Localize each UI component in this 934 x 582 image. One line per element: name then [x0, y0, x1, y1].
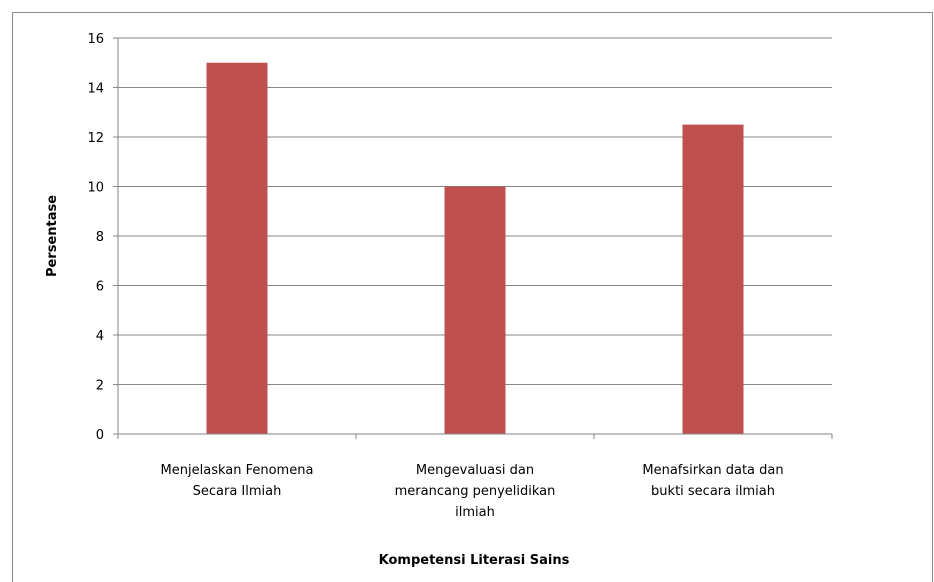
y-tick-label: 10	[87, 181, 104, 196]
category-labels: Menjelaskan Fenomena Secara Ilmiah Mengeva…	[161, 463, 784, 520]
axes	[113, 37, 833, 439]
bar-chart: 0 2 4 6 8 10 12 14 16 Menjelaskan Fenomena Secara…	[45, 32, 833, 568]
bars	[206, 62, 744, 434]
y-tick-label: 14	[87, 82, 104, 97]
y-tick-label: 4	[96, 329, 104, 344]
x-category-label-line: Secara Ilmiah	[193, 484, 282, 499]
y-tick-label: 8	[96, 230, 104, 245]
y-tick-label: 0	[96, 428, 104, 443]
y-tick-labels: 0 2 4 6 8 10 12 14 16	[87, 32, 104, 443]
x-category-label-line: merancang penyelidikan	[395, 484, 556, 499]
y-tick-label: 12	[87, 131, 104, 146]
x-category-label: Menafsirkan data dan bukti secara ilmiah	[642, 463, 783, 499]
x-category-label: Mengevaluasi dan merancang penyelidikan il…	[395, 463, 556, 520]
y-tick-label: 16	[87, 32, 104, 47]
bar	[444, 186, 506, 434]
y-tick-label: 2	[96, 379, 104, 394]
x-category-label-line: Menafsirkan data dan	[642, 463, 783, 478]
y-axis-title: Persentase	[45, 195, 60, 277]
x-category-label-line: Mengevaluasi dan	[416, 463, 534, 478]
x-category-label-line: ilmiah	[455, 505, 495, 520]
bar	[206, 62, 268, 434]
x-category-label: Menjelaskan Fenomena Secara Ilmiah	[161, 463, 314, 499]
x-category-label-line: Menjelaskan Fenomena	[161, 463, 314, 478]
x-axis-title: Kompetensi Literasi Sains	[379, 553, 570, 568]
y-tick-label: 6	[96, 280, 104, 295]
x-category-label-line: bukti secara ilmiah	[651, 484, 775, 499]
bar	[682, 124, 744, 434]
